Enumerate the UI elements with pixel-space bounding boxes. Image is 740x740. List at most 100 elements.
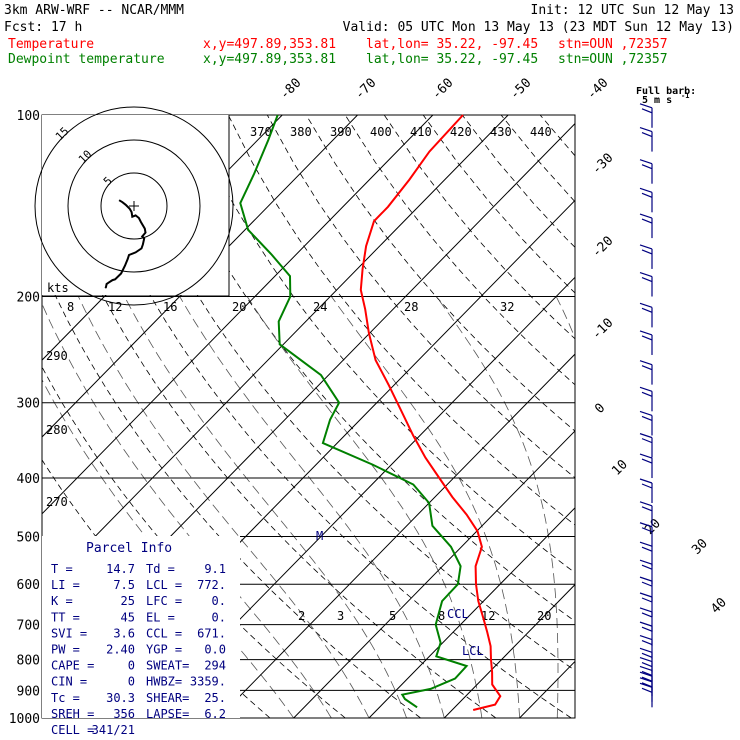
parcel-info-label: Td =	[146, 562, 175, 576]
wind-barb	[639, 501, 653, 526]
wind-barb	[639, 187, 653, 213]
wind-barb	[639, 433, 653, 458]
parcel-info-value: 671.	[197, 626, 226, 640]
moist-adiabat-line	[436, 296, 559, 718]
mixing-ratio-label: 5	[389, 609, 396, 623]
isotherm-line	[218, 353, 575, 718]
parcel-info-value: 2.40	[106, 643, 135, 657]
wind-barb	[639, 271, 653, 297]
wind-barb	[639, 213, 653, 239]
theta-label: 440	[530, 125, 552, 139]
pressure-tick-label: 300	[17, 397, 40, 412]
parcel-info-label: CCL =	[146, 626, 182, 640]
parcel-info-label: T =	[51, 562, 73, 576]
parcel-info-value: 14.7	[106, 562, 135, 576]
parcel-info-label: SHEAR=	[146, 691, 189, 705]
theta-label: 380	[290, 125, 312, 139]
hodograph-ring	[67, 139, 201, 273]
parcel-info-value: 25	[121, 594, 135, 608]
wind-barb	[639, 541, 653, 567]
dewpoint-legend-latlon: lat,lon= 35.22, -97.45	[366, 52, 538, 67]
wind-barb	[639, 360, 653, 385]
moist-adiabat-line	[179, 296, 445, 718]
wind-key-exponent: -1	[681, 92, 689, 100]
parcel-info-label: PW =	[51, 643, 80, 657]
pressure-tick-label: 900	[17, 684, 40, 699]
temperature-profile	[359, 114, 502, 711]
parcel-info-label: SVI =	[51, 626, 87, 640]
dewpoint-legend-label: Dewpoint temperature	[8, 52, 165, 67]
isotherm-line	[42, 115, 509, 592]
pressure-tick-label: 1000	[9, 712, 40, 727]
wind-barbs	[639, 103, 653, 708]
dewpoint-profile	[239, 114, 469, 709]
parcel-info-value: 6.2	[204, 707, 226, 721]
parcel-info-value: 9.1	[204, 562, 226, 576]
theta-label: 280	[46, 423, 68, 437]
pressure-tick-label: 200	[17, 291, 40, 306]
parcel-info-label: CELL =	[51, 723, 94, 737]
hodograph-ring	[100, 172, 168, 240]
pressure-tick-label: 400	[17, 472, 40, 487]
isotherm-line	[293, 430, 575, 718]
theta-label: 270	[46, 495, 68, 509]
wind-barb	[639, 159, 653, 184]
pressure-tick-label: 700	[17, 619, 40, 634]
lcl-marker: LCL	[462, 644, 484, 658]
dry-adiabat-line	[72, 115, 572, 718]
dry-adiabat-line	[111, 115, 575, 671]
wind-barb	[639, 410, 653, 436]
annotations: CCL LCL M	[316, 529, 484, 658]
dry-adiabat-line	[188, 115, 575, 574]
wind-barb	[639, 302, 653, 328]
theta-label: 290	[46, 349, 68, 363]
isotherm-line	[42, 115, 358, 438]
hodograph-trace	[104, 199, 147, 289]
parcel-info-label: YGP =	[146, 643, 182, 657]
parcel-info-label: HWBZ=	[146, 675, 182, 689]
parcel-info-value: 0	[128, 659, 135, 673]
valid-time: Valid: 05 UTC Mon 13 May 13 (23 MDT Sun …	[343, 20, 734, 35]
parcel-info-label: CAPE =	[51, 659, 94, 673]
temperature-legend-label: Temperature	[8, 37, 94, 52]
parcel-info-value: 30.3	[106, 691, 135, 705]
wind-barb	[639, 559, 653, 585]
isotherm-line	[443, 583, 575, 718]
isotherm-line	[42, 115, 434, 515]
parcel-info-value: 294	[204, 659, 226, 673]
isotherm-line	[368, 507, 575, 718]
mixing-ratio-label: 2	[298, 609, 305, 623]
parcel-info-label: SREH =	[51, 707, 94, 721]
wind-barb	[639, 453, 653, 479]
temperature-legend-xy: x,y=497.89,353.81	[203, 37, 336, 52]
wind-barb	[639, 103, 653, 128]
parcel-info-label: LI =	[51, 578, 80, 592]
mixing-ratio-label: 8	[438, 609, 445, 623]
parcel-info-value: 7.5	[113, 578, 135, 592]
dry-adiabat-line	[42, 143, 497, 718]
wind-barb	[639, 522, 653, 547]
wind-barb	[639, 576, 653, 602]
parcel-info-value: 3359.	[190, 675, 226, 689]
forecast-hour: Fcst: 17 h	[4, 20, 82, 35]
dewpoint-legend-stn: stn=OUN ,72357	[558, 52, 668, 67]
theta-label: 410	[410, 125, 432, 139]
dry-adiabat-line	[149, 115, 575, 622]
theta-label: 430	[490, 125, 512, 139]
mixing-ratio-label: 24	[313, 300, 327, 314]
wind-barb	[639, 330, 653, 355]
wind-barb	[639, 244, 653, 269]
theta-label: 400	[370, 125, 392, 139]
temperature-legend-stn: stn=OUN ,72357	[558, 37, 668, 52]
parcel-info-value: 341/21	[92, 723, 135, 737]
parcel-info-panel: Parcel Info	[42, 536, 240, 718]
pressure-tick-label: 600	[17, 578, 40, 593]
parcel-info-value: 45	[121, 610, 135, 624]
plot-frame	[41, 114, 576, 719]
parcel-info-label: TT =	[51, 610, 80, 624]
parcel-info-rows: T = 14.7 Td = 9.1 LI = 7.5 LCL = 772. K = 25 LFC =…	[51, 562, 226, 737]
parcel-info-value: 356	[113, 707, 135, 721]
parcel-info-label: LCL =	[146, 578, 182, 592]
